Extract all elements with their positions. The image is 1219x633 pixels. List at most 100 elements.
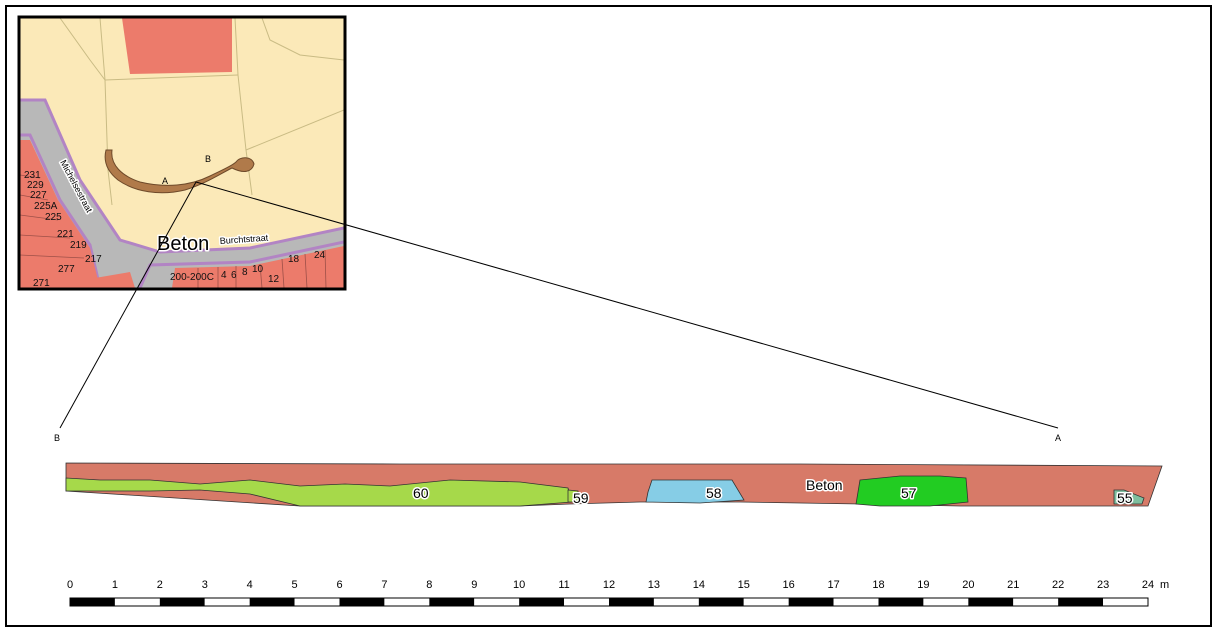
inset-map-border [17,15,347,291]
house-numbers: 231 229 227 225A 225 221 219 217 277 271… [24,170,326,289]
scale-tick-label: 11 [558,579,569,591]
house-number: 231 [24,170,41,181]
scale-tick-label: 14 [693,579,705,591]
scale-bar-segment [114,598,160,606]
scale-tick-label: 5 [292,579,298,591]
feature-60 [65,477,573,507]
scale-tick-label: 17 [827,579,839,591]
leader-line-a [195,181,1059,429]
scale-bar-segment [249,598,295,606]
scale-bar-segment [878,598,924,606]
leader-lines [59,181,1059,429]
scale-tick-label: 6 [336,579,342,591]
feature-label-59: 59 [573,490,589,506]
feature-label-57: 57 [901,485,917,501]
feature-label-55: 55 [1117,490,1133,506]
scale-tick-label: 24 [1142,579,1154,591]
section-endpoint-b: B [54,433,60,443]
scale-tick-label: 23 [1097,579,1109,591]
house-number: 277 [58,264,75,275]
scale-tick-label: 2 [157,579,163,591]
house-number: 4 [221,270,227,281]
scale-bar-segments [70,598,1148,606]
building-block-left-lines [20,174,85,259]
scale-tick-label: 16 [783,579,795,591]
scale-bar-segment [474,598,520,606]
scale-bar-segment [1058,598,1104,606]
section-endpoint-a: A [1055,433,1061,443]
house-number: 12 [268,274,280,285]
house-number: 24 [314,250,326,261]
house-number: 221 [57,229,74,240]
scale-bar-segment [204,598,250,606]
scale-bar-outline [69,597,1149,607]
beton-layer-label: Beton [806,477,843,493]
house-number: 219 [70,240,87,251]
house-number: 227 [30,190,47,201]
feature-55 [1113,489,1145,505]
scale-tick-label: 18 [872,579,884,591]
scale-tick-label: 4 [247,579,253,591]
feature-58 [645,479,745,504]
house-number: 271 [33,278,50,289]
building-block-bottom [172,246,344,288]
house-number: 217 [85,254,102,265]
scale-unit: m [1160,579,1169,591]
scale-bar-segment [294,598,340,606]
scale-tick-label: 9 [471,579,477,591]
inset-street-label-beton: Beton [157,233,209,255]
scale-tick-label: 21 [1007,579,1019,591]
scale-bar-segment [923,598,969,606]
house-number: 225A [34,201,58,212]
house-number: 200-200C [170,272,214,283]
scale-tick-label: 12 [603,579,615,591]
scale-bar-segment [429,598,475,606]
scale-tick-label: 8 [426,579,432,591]
scale-bar-ticks: 0 1 2 3 4 5 6 7 8 9 10 11 12 13 14 15 16 17 18 19 20 21 22 23 24 [67,579,1154,591]
scale-tick-label: 10 [513,579,525,591]
scale-bar-segment [698,598,744,606]
inset-label-a: A [162,176,168,186]
scale-bar-segment [833,598,879,606]
scale-tick-label: 0 [67,579,73,591]
scale-bar: 0 1 2 3 4 5 6 7 8 9 10 11 12 13 14 15 16 17 18 19 20 21 22 23 24… [67,579,1169,607]
scale-tick-label: 15 [738,579,750,591]
feature-57 [855,475,969,507]
scale-bar-segment [1103,598,1148,606]
scale-tick-label: 22 [1052,579,1064,591]
scale-bar-segment [1013,598,1059,606]
scale-bar-segment [384,598,430,606]
house-number: 18 [288,254,300,265]
building-corner [95,272,135,288]
scale-bar-segment [564,598,609,606]
scale-tick-label: 19 [917,579,929,591]
house-number: 225 [45,212,62,223]
scale-tick-label: 7 [381,579,387,591]
building-top [122,18,232,74]
scale-bar-segment [653,598,699,606]
scale-bar-segment [788,598,834,606]
scale-tick-label: 3 [202,579,208,591]
feature-59 [567,489,579,503]
house-number: 10 [252,264,264,275]
scale-bar-segment [519,598,565,606]
excavation-trench [104,149,255,194]
road-network [20,98,344,288]
scale-tick-label: 20 [962,579,974,591]
inset-map[interactable]: B A Beton Burchtstraat Michelsestraat 23… [17,15,347,291]
building-block-left [20,140,100,288]
inset-label-b: B [205,154,211,164]
scale-bar-segment [968,598,1014,606]
scale-bar-segment [70,598,115,606]
section-profile[interactable]: Beton 60 59 58 57 55 [65,462,1163,508]
scale-bar-segment [159,598,205,606]
house-number: 8 [242,267,248,278]
scale-bar-segment [743,598,789,606]
scale-tick-label: 1 [112,579,118,591]
scale-bar-segment [339,598,385,606]
scale-bar-segment [609,598,654,606]
feature-label-58: 58 [706,485,722,501]
building-block-bottom-lines [197,249,327,288]
leader-line-b [59,181,197,429]
